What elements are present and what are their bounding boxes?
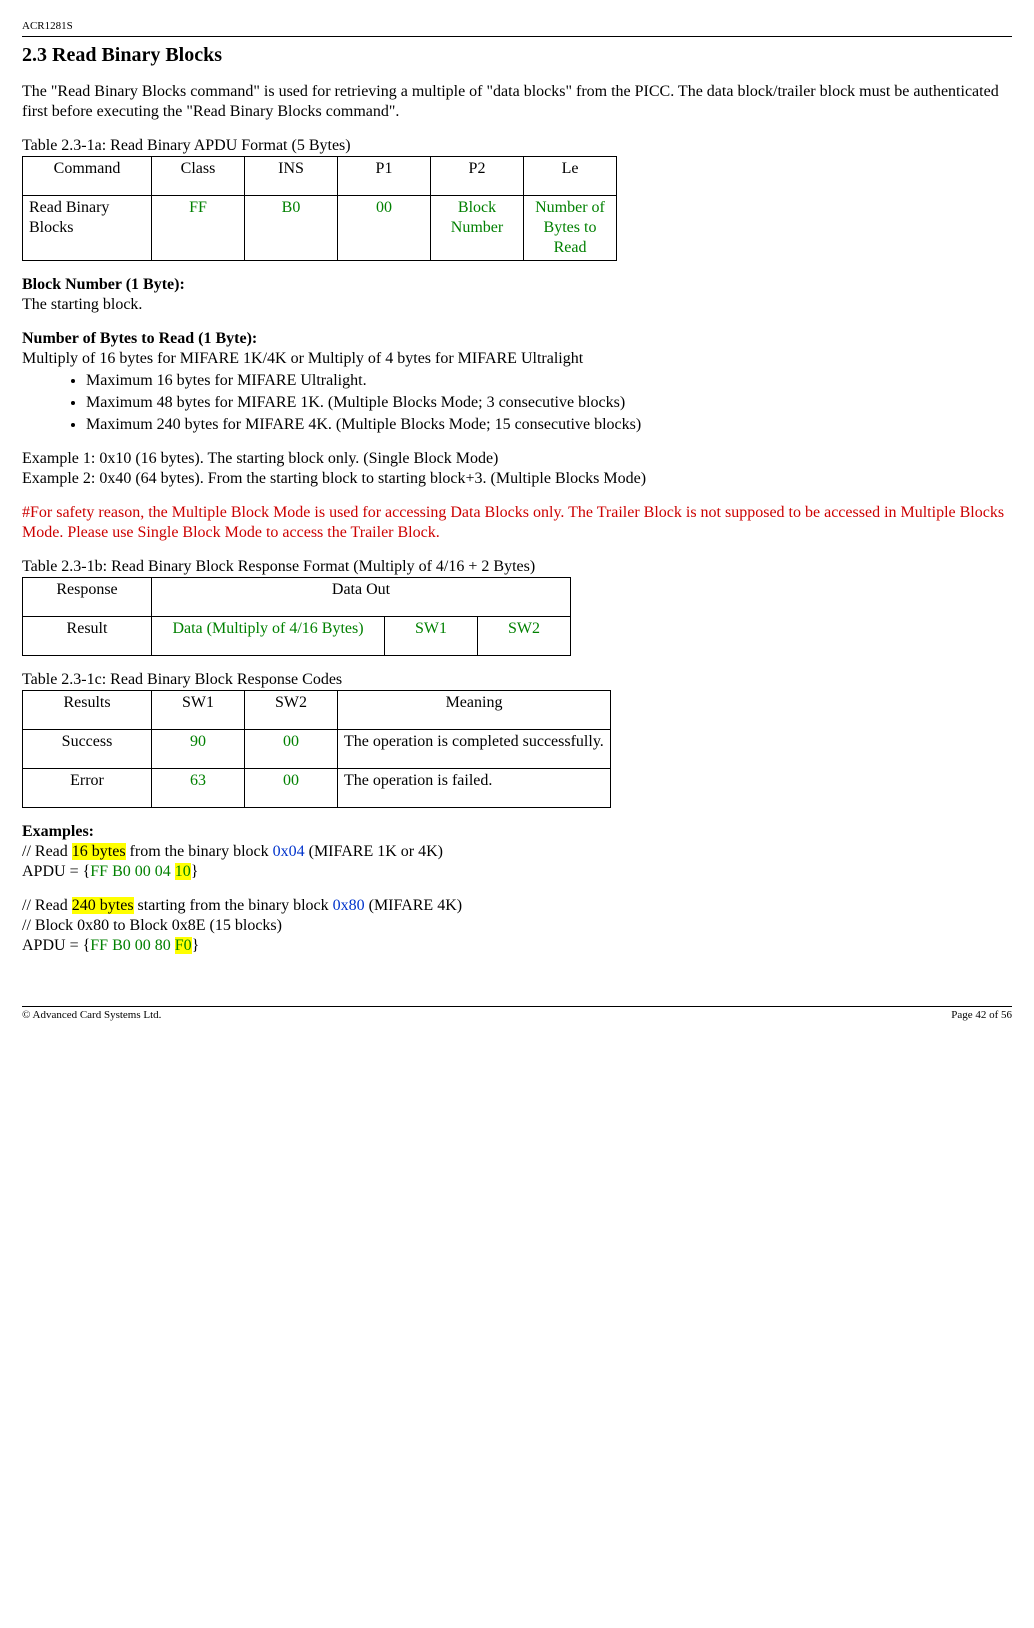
example1-text: Example 1: 0x10 (16 bytes). The starting… <box>22 449 1012 469</box>
footer-left: © Advanced Card Systems Ltd. <box>22 1009 161 1023</box>
block-number-label: Block Number (1 Byte): <box>22 275 1012 295</box>
product-code: ACR1281S <box>22 20 73 32</box>
td-class: FF <box>152 195 245 260</box>
td-meaning: The operation is failed. <box>338 768 611 807</box>
table-1c: Results SW1 SW2 Meaning Success 90 00 Th… <box>22 690 611 808</box>
td-result: Result <box>23 616 152 655</box>
table-1a-caption: Table 2.3-1a: Read Binary APDU Format (5… <box>22 136 1012 156</box>
th-class: Class <box>152 156 245 195</box>
th-results: Results <box>23 690 152 729</box>
td-res: Error <box>23 768 152 807</box>
example2-line2: // Block 0x80 to Block 0x8E (15 blocks) <box>22 916 1012 936</box>
block-number-desc: The starting block. <box>22 295 1012 315</box>
td-p1: 00 <box>338 195 431 260</box>
th-sw2: SW2 <box>245 690 338 729</box>
example1-apdu: APDU = {FF B0 00 04 10} <box>22 862 1012 882</box>
examples-label: Examples: <box>22 822 1012 842</box>
num-bytes-label: Number of Bytes to Read (1 Byte): <box>22 329 1012 349</box>
td-p2: Block Number <box>431 195 524 260</box>
table-1a: Command Class INS P1 P2 Le Read Binary B… <box>22 156 617 261</box>
th-le: Le <box>524 156 617 195</box>
intro-paragraph: The "Read Binary Blocks command" is used… <box>22 82 1012 122</box>
example1-comment: // Read 16 bytes from the binary block 0… <box>22 842 1012 862</box>
td-data: Data (Multiply of 4/16 Bytes) <box>152 616 385 655</box>
page-header: ACR1281S <box>22 20 1012 37</box>
section-heading: 2.3 Read Binary Blocks <box>22 43 1012 68</box>
td-meaning: The operation is completed successfully. <box>338 729 611 768</box>
td-sw1: 63 <box>152 768 245 807</box>
table-1b-caption: Table 2.3-1b: Read Binary Block Response… <box>22 557 1012 577</box>
th-p2: P2 <box>431 156 524 195</box>
example2-text: Example 2: 0x40 (64 bytes). From the sta… <box>22 469 1012 489</box>
table-row: Result Data (Multiply of 4/16 Bytes) SW1… <box>23 616 571 655</box>
th-meaning: Meaning <box>338 690 611 729</box>
td-res: Success <box>23 729 152 768</box>
list-item: Maximum 16 bytes for MIFARE Ultralight. <box>86 371 1012 391</box>
table-1c-caption: Table 2.3-1c: Read Binary Block Response… <box>22 670 1012 690</box>
table-row: Success 90 00 The operation is completed… <box>23 729 611 768</box>
th-response: Response <box>23 577 152 616</box>
td-sw1: 90 <box>152 729 245 768</box>
th-p1: P1 <box>338 156 431 195</box>
list-item: Maximum 240 bytes for MIFARE 4K. (Multip… <box>86 415 1012 435</box>
td-sw2: 00 <box>245 729 338 768</box>
num-bytes-desc: Multiply of 16 bytes for MIFARE 1K/4K or… <box>22 349 1012 369</box>
warning-text: #For safety reason, the Multiple Block M… <box>22 503 1012 543</box>
list-item: Maximum 48 bytes for MIFARE 1K. (Multipl… <box>86 393 1012 413</box>
th-dataout: Data Out <box>152 577 571 616</box>
table-row: Command Class INS P1 P2 Le <box>23 156 617 195</box>
table-row: Error 63 00 The operation is failed. <box>23 768 611 807</box>
bullet-list: Maximum 16 bytes for MIFARE Ultralight. … <box>22 371 1012 435</box>
th-sw1: SW1 <box>152 690 245 729</box>
table-row: Results SW1 SW2 Meaning <box>23 690 611 729</box>
th-command: Command <box>23 156 152 195</box>
example2-comment: // Read 240 bytes starting from the bina… <box>22 896 1012 916</box>
footer-right: Page 42 of 56 <box>951 1009 1012 1023</box>
td-le: Number of Bytes to Read <box>524 195 617 260</box>
td-sw1: SW1 <box>385 616 478 655</box>
td-cmd: Read Binary Blocks <box>23 195 152 260</box>
table-1b: Response Data Out Result Data (Multiply … <box>22 577 571 656</box>
th-ins: INS <box>245 156 338 195</box>
td-ins: B0 <box>245 195 338 260</box>
td-sw2: SW2 <box>478 616 571 655</box>
page-footer: © Advanced Card Systems Ltd. Page 42 of … <box>22 1006 1012 1023</box>
table-row: Read Binary Blocks FF B0 00 Block Number… <box>23 195 617 260</box>
table-row: Response Data Out <box>23 577 571 616</box>
example2-apdu: APDU = {FF B0 00 80 F0} <box>22 936 1012 956</box>
td-sw2: 00 <box>245 768 338 807</box>
